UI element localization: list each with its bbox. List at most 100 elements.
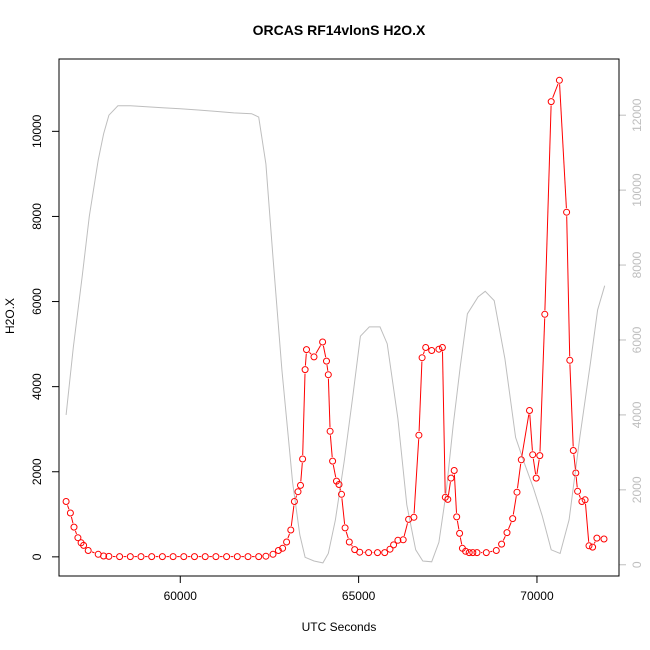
series-left-segment — [573, 454, 576, 470]
data-point — [323, 357, 330, 365]
series-left-segment — [332, 464, 337, 478]
data-point — [233, 553, 241, 561]
data-point — [262, 552, 270, 560]
series-left-segment — [459, 537, 463, 545]
series-left-segment — [287, 533, 290, 539]
series-left-segment — [290, 505, 295, 527]
series-left-segment — [329, 435, 333, 458]
data-point — [532, 474, 540, 482]
data-point — [547, 98, 555, 106]
series-left-segment — [502, 535, 506, 541]
data-point — [283, 538, 291, 546]
axes-layer: 60000 65000 70000 0 2000 4000 6000 8000 10000 0 20… — [30, 98, 644, 603]
y-tick-label-left: 10000 — [30, 114, 44, 148]
series-left-segment — [578, 494, 581, 498]
data-point — [465, 549, 473, 557]
series-left-segment — [539, 318, 546, 452]
y-tick-label-right: 10000 — [630, 173, 644, 207]
data-point — [589, 543, 597, 551]
data-point — [473, 549, 481, 557]
data-point — [541, 310, 549, 318]
data-point — [574, 487, 582, 495]
data-point — [223, 553, 231, 561]
data-point — [290, 498, 298, 505]
y-tick-label-left: 0 — [30, 553, 44, 560]
data-point — [381, 549, 389, 557]
series-left-segment — [517, 463, 522, 489]
data-point — [438, 344, 446, 351]
data-point — [462, 547, 470, 555]
data-point — [100, 552, 108, 560]
data-point — [299, 455, 307, 463]
data-point — [345, 538, 353, 546]
data-point — [158, 553, 166, 561]
series-left-segment — [418, 361, 423, 432]
data-point — [585, 542, 593, 550]
series-left-segment — [442, 351, 446, 494]
data-point — [447, 474, 455, 482]
series-left-segment — [315, 345, 322, 354]
series-left-segment — [403, 523, 408, 537]
series-left-segment — [326, 365, 329, 371]
data-point — [255, 553, 263, 561]
data-point — [482, 549, 490, 557]
series-left-segment — [351, 544, 353, 547]
data-point — [450, 467, 458, 474]
data-point — [105, 552, 113, 560]
data-point — [244, 553, 252, 561]
data-point — [566, 356, 574, 364]
data-point — [169, 553, 177, 561]
data-point — [415, 431, 423, 439]
data-point — [279, 544, 287, 552]
data-point — [526, 407, 533, 414]
data-point — [444, 495, 452, 503]
right-series-layer — [65, 105, 606, 564]
y-tick-label-right: 12000 — [630, 98, 644, 132]
y-tick-label-left: 6000 — [30, 288, 44, 315]
series-left-segment — [552, 83, 559, 98]
data-point — [326, 427, 334, 435]
series-left-segment — [295, 495, 298, 498]
data-point — [301, 366, 309, 374]
data-point — [503, 529, 511, 537]
series-left-segment — [304, 353, 307, 366]
data-point — [324, 371, 332, 379]
series-left-segment — [456, 520, 460, 530]
data-point — [310, 353, 318, 361]
series-left-segment — [300, 462, 303, 482]
data-point — [498, 540, 506, 548]
series-left-segment — [341, 498, 346, 524]
data-point — [492, 547, 500, 554]
series-left-segment — [413, 439, 420, 514]
data-point — [66, 509, 74, 517]
series-left-segment — [575, 476, 578, 488]
data-point — [80, 541, 88, 549]
series-left-segment — [67, 505, 70, 510]
plot-frame — [58, 58, 620, 577]
data-point — [572, 469, 580, 477]
y-tick-label-left: 2000 — [30, 458, 44, 485]
series-left-segment — [447, 482, 451, 496]
data-point — [341, 524, 349, 532]
data-point — [84, 547, 92, 554]
data-point — [399, 536, 407, 544]
data-point — [319, 338, 327, 346]
series-left-segment — [585, 503, 590, 542]
data-point — [418, 354, 426, 362]
x-axis-label: UTC Seconds — [302, 620, 377, 634]
data-point — [410, 513, 418, 521]
data-point — [294, 488, 302, 496]
series-left-segment — [566, 216, 571, 357]
data-point — [555, 76, 563, 84]
y-tick-label-right: 0 — [630, 561, 644, 568]
x-tick-label: 70000 — [520, 589, 554, 603]
data-point — [456, 529, 464, 537]
data-point — [600, 535, 608, 543]
data-point — [338, 490, 345, 498]
data-point — [274, 547, 282, 554]
series-left-segment — [70, 516, 74, 524]
series-left-segment — [345, 531, 349, 539]
series-left-segment — [74, 530, 77, 535]
series-left-segment — [91, 551, 95, 554]
